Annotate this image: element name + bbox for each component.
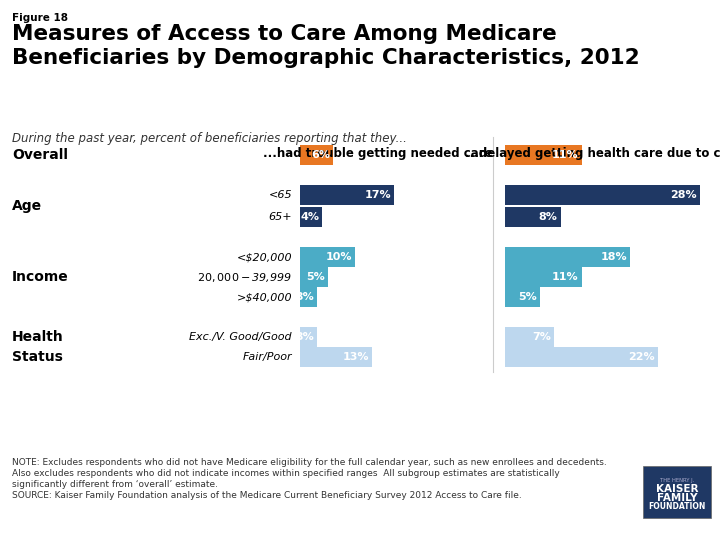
Bar <box>300 145 333 165</box>
Text: During the past year, percent of beneficiaries reporting that they...: During the past year, percent of benefic… <box>12 132 407 145</box>
Bar <box>300 247 356 267</box>
Text: Age: Age <box>12 199 42 213</box>
Text: KAISER: KAISER <box>656 484 698 495</box>
Bar <box>505 185 700 205</box>
Text: Also excludes respondents who did not indicate incomes within specified ranges  : Also excludes respondents who did not in… <box>12 469 559 478</box>
Bar <box>643 466 711 518</box>
Text: ...had trouble getting needed care: ...had trouble getting needed care <box>264 147 492 160</box>
Bar <box>505 287 540 307</box>
Text: 28%: 28% <box>670 190 697 200</box>
Text: 8%: 8% <box>539 212 558 222</box>
Bar <box>505 247 630 267</box>
Text: Measures of Access to Care Among Medicare
Beneficiaries by Demographic Character: Measures of Access to Care Among Medicar… <box>12 24 639 68</box>
Text: 11%: 11% <box>552 272 579 282</box>
Text: 3%: 3% <box>295 332 314 342</box>
Bar <box>300 207 322 227</box>
Text: Income: Income <box>12 270 68 284</box>
Text: <65: <65 <box>269 190 292 200</box>
Text: 6%: 6% <box>311 150 330 160</box>
Text: significantly different from ‘overall’ estimate.: significantly different from ‘overall’ e… <box>12 480 218 489</box>
Text: 18%: 18% <box>600 252 627 262</box>
Bar <box>505 207 561 227</box>
Text: Health: Health <box>12 330 64 344</box>
Text: >$40,000: >$40,000 <box>236 292 292 302</box>
Text: 4%: 4% <box>300 212 319 222</box>
Text: Overall: Overall <box>12 148 68 162</box>
Text: $20,000-$39,999: $20,000-$39,999 <box>197 271 292 284</box>
Bar <box>505 267 582 287</box>
Text: 10%: 10% <box>326 252 352 262</box>
Text: FOUNDATION: FOUNDATION <box>648 502 706 511</box>
Text: 17%: 17% <box>364 190 391 200</box>
Text: Fair/Poor: Fair/Poor <box>243 352 292 362</box>
Text: 3%: 3% <box>295 292 314 302</box>
Bar <box>300 267 328 287</box>
Text: 5%: 5% <box>518 292 537 302</box>
Text: THE HENRY J.: THE HENRY J. <box>660 478 694 483</box>
Text: <$20,000: <$20,000 <box>236 252 292 262</box>
Bar <box>300 327 317 347</box>
Text: 22%: 22% <box>629 352 655 362</box>
Text: 5%: 5% <box>306 272 325 282</box>
Text: 65+: 65+ <box>269 212 292 222</box>
Text: Figure 18: Figure 18 <box>12 13 68 23</box>
Text: SOURCE: Kaiser Family Foundation analysis of the Medicare Current Beneficiary Su: SOURCE: Kaiser Family Foundation analysi… <box>12 491 522 500</box>
Bar <box>300 287 317 307</box>
Text: FAMILY: FAMILY <box>657 493 697 503</box>
Text: Status: Status <box>12 350 63 364</box>
Text: NOTE: Excludes respondents who did not have Medicare eligibility for the full ca: NOTE: Excludes respondents who did not h… <box>12 458 607 467</box>
Bar <box>505 347 658 367</box>
Text: 7%: 7% <box>532 332 551 342</box>
Text: 13%: 13% <box>343 352 369 362</box>
Bar <box>505 327 554 347</box>
Bar <box>300 185 394 205</box>
Text: Exc./V. Good/Good: Exc./V. Good/Good <box>189 332 292 342</box>
Bar <box>300 347 372 367</box>
Bar <box>505 145 582 165</box>
Text: 11%: 11% <box>552 150 579 160</box>
Text: ...delayed getting health care due to cost: ...delayed getting health care due to co… <box>465 147 720 160</box>
